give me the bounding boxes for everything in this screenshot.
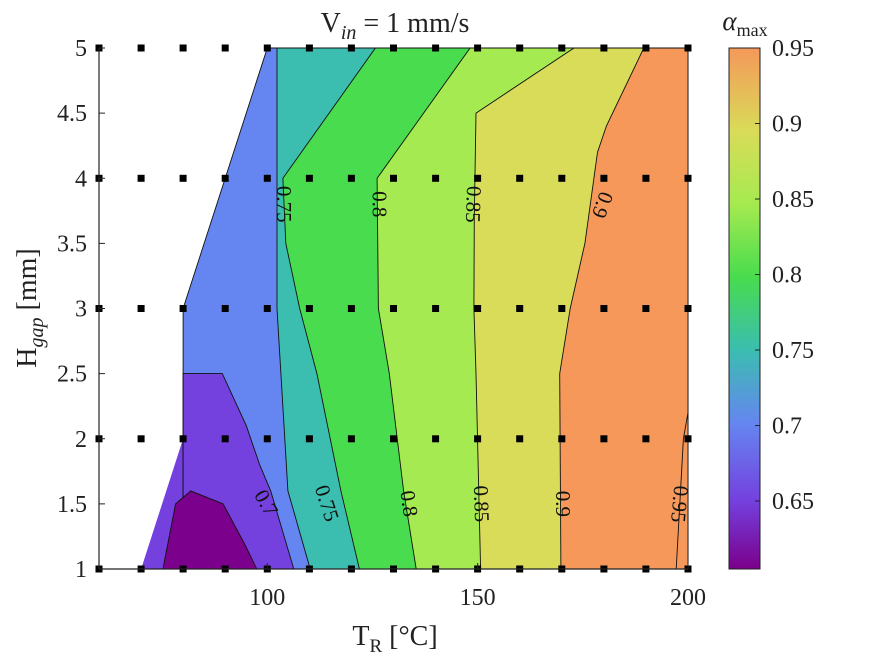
sample-point-marker <box>516 305 524 312</box>
sample-point-marker <box>474 174 482 182</box>
colorbar-tick-label: 0.8 <box>772 263 802 289</box>
x-tick-label: 200 <box>670 585 706 611</box>
contour-label: 0.9 <box>551 491 575 517</box>
sample-point-marker <box>390 44 397 52</box>
sample-point-marker <box>179 305 187 312</box>
contour-fill-layer <box>141 47 689 570</box>
sample-point-marker <box>558 435 566 443</box>
sample-point-marker <box>305 44 313 52</box>
sample-point-marker <box>347 435 355 443</box>
x-axis-label: TR [°C] <box>352 621 437 656</box>
colorbar-tick-label: 0.65 <box>772 489 814 515</box>
sample-point-marker <box>642 174 650 182</box>
y-tick-label: 3 <box>75 297 87 323</box>
sample-point-marker <box>684 174 692 182</box>
sample-point-marker <box>558 305 566 312</box>
contour-label: 0.8 <box>395 489 422 518</box>
colorbar-tick-label: 0.95 <box>772 36 814 62</box>
sample-point-marker <box>516 44 524 52</box>
sample-point-marker <box>432 44 440 52</box>
sample-point-marker <box>684 435 692 443</box>
sample-point-marker <box>600 435 608 443</box>
sample-point-marker <box>347 174 355 182</box>
sample-point-marker <box>558 44 566 52</box>
y-tick-label: 4.5 <box>57 101 87 127</box>
sample-point-marker <box>305 174 313 182</box>
sample-point-marker <box>263 174 271 182</box>
sample-point-marker <box>347 305 355 312</box>
contour-label: 0.75 <box>272 186 296 223</box>
sample-point-marker <box>179 44 187 52</box>
sample-point-marker <box>390 305 397 312</box>
contour-label: 0.95 <box>666 485 693 524</box>
y-tick-label: 4 <box>75 166 87 192</box>
y-tick-label: 2 <box>75 427 87 453</box>
y-axis-label: Hgap [mm] <box>12 248 48 367</box>
sample-point-marker <box>642 305 650 312</box>
sample-point-marker <box>179 174 187 182</box>
sample-point-marker <box>137 435 145 443</box>
axes: 100 150 200 1 1.5 2 2.5 3 3.5 4 4.5 5 <box>57 36 706 611</box>
y-tick-label: 1.5 <box>57 492 87 518</box>
sample-point-marker <box>221 435 229 443</box>
contour-label: 0.8 <box>368 191 392 217</box>
colorbar-tick-label: 0.75 <box>772 338 814 364</box>
y-tick-label: 1 <box>75 557 87 583</box>
sample-point-marker <box>642 435 650 443</box>
sample-point-marker <box>221 174 229 182</box>
colorbar-tick-label: 0.85 <box>772 187 814 213</box>
sample-point-marker <box>516 174 524 182</box>
sample-point-marker <box>263 435 271 443</box>
sample-point-marker <box>137 305 145 312</box>
sample-point-marker <box>432 174 440 182</box>
x-tick-label: 150 <box>460 585 496 611</box>
colorbar-tick-label: 0.9 <box>772 112 802 138</box>
sample-point-marker <box>432 305 440 312</box>
y-tick-label: 3.5 <box>57 231 87 257</box>
colorbar: 0.65 0.7 0.75 0.8 0.85 0.9 0.95 <box>728 36 814 570</box>
sample-point-marker <box>600 174 608 182</box>
y-tick-label: 5 <box>75 36 87 62</box>
sample-point-marker <box>474 305 482 312</box>
sample-point-marker <box>558 174 566 182</box>
sample-point-marker <box>600 305 608 312</box>
sample-point-marker <box>221 305 229 312</box>
sample-point-marker <box>684 44 692 52</box>
sample-point-marker <box>516 435 524 443</box>
sample-point-marker <box>390 174 397 182</box>
sample-point-marker <box>305 435 313 443</box>
sample-point-marker <box>600 44 608 52</box>
colorbar-tick-label: 0.7 <box>772 414 802 440</box>
contour-label: 0.85 <box>461 186 486 224</box>
x-tick-label: 100 <box>249 585 285 611</box>
colorbar-scale <box>728 47 761 570</box>
contour-label: 0.85 <box>469 485 494 523</box>
sample-point-marker <box>390 435 397 443</box>
sample-point-marker <box>347 44 355 52</box>
y-tick-label: 2.5 <box>57 362 87 388</box>
sample-point-marker <box>432 435 440 443</box>
sample-point-marker <box>263 305 271 312</box>
sample-point-marker <box>221 44 229 52</box>
sample-point-marker <box>474 435 482 443</box>
sample-point-marker <box>263 44 271 52</box>
colorbar-label: αmax <box>722 6 767 40</box>
sample-point-marker <box>137 44 145 52</box>
sample-point-marker <box>642 44 650 52</box>
sample-point-marker <box>179 435 187 443</box>
sample-point-marker <box>474 44 482 52</box>
chart-title: Vin = 1 mm/s <box>321 8 470 44</box>
sample-point-marker <box>305 305 313 312</box>
sample-point-marker <box>684 305 692 312</box>
sample-point-marker <box>137 174 145 182</box>
